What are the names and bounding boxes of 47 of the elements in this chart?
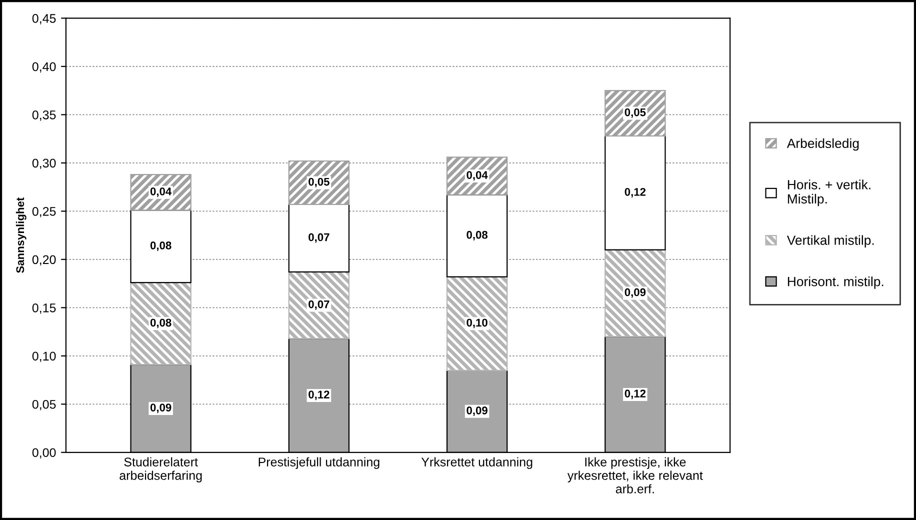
y-axis-title: Sannsynlighet (16, 197, 26, 273)
y-tick-label: 0,35 (32, 110, 56, 121)
data-label: 0,12 (308, 390, 330, 400)
legend-label: Horisont. mistilp. (788, 276, 884, 289)
bar (288, 204, 350, 273)
x-tick-label: Prestisjefull utdanning (258, 457, 380, 469)
bar (446, 156, 508, 196)
data-label: 0,12 (624, 188, 646, 198)
y-tick-label: 0,25 (32, 206, 56, 218)
data-label: 0,08 (150, 318, 172, 328)
bar (130, 282, 192, 366)
y-tick-label: 0,20 (32, 255, 56, 266)
y-tick-label: 0,10 (32, 352, 56, 362)
x-tick-label: Ikke prestisje, ikke yrkesrettet, ikke relevant arb.erf. (567, 457, 703, 494)
bar (604, 135, 666, 250)
y-tick-label: 0,05 (32, 400, 56, 410)
bar (288, 271, 350, 340)
y-tick-label: 0,15 (32, 303, 56, 314)
y-tick-label: 0,00 (32, 448, 56, 459)
data-label: 0,04 (466, 171, 488, 181)
x-tick-label: Studierelatert arbeidserfaring (120, 457, 202, 482)
data-label: 0,05 (624, 108, 646, 118)
legend-label: Vertikal mistilp. (786, 235, 874, 248)
legend-label: Arbeidsledig (786, 138, 859, 151)
bar (604, 90, 666, 136)
data-label: 0,07 (308, 300, 330, 310)
data-label: 0,05 (308, 178, 330, 188)
data-label: 0,12 (624, 390, 646, 400)
bar (604, 249, 666, 338)
y-tick-label: 0,45 (32, 14, 56, 24)
x-tick-label: Yrksrettet utdanning (421, 457, 532, 469)
bar (446, 194, 508, 278)
bar (130, 174, 192, 211)
data-label: 0,08 (150, 242, 172, 251)
data-label: 0,09 (150, 404, 172, 414)
data-label: 0,09 (624, 288, 646, 298)
data-label: 0,10 (466, 318, 488, 328)
bar (130, 210, 192, 284)
y-tick-label: 0,40 (32, 62, 56, 73)
y-tick-label: 0,30 (32, 158, 56, 170)
bar (446, 276, 508, 371)
data-label: 0,04 (150, 187, 172, 197)
data-label: 0,07 (308, 233, 330, 243)
data-label: 0,08 (466, 230, 488, 240)
bar (288, 160, 350, 205)
data-label: 0,09 (466, 406, 488, 416)
legend-label: Horis. + vertik. Mistilp. (788, 180, 870, 206)
